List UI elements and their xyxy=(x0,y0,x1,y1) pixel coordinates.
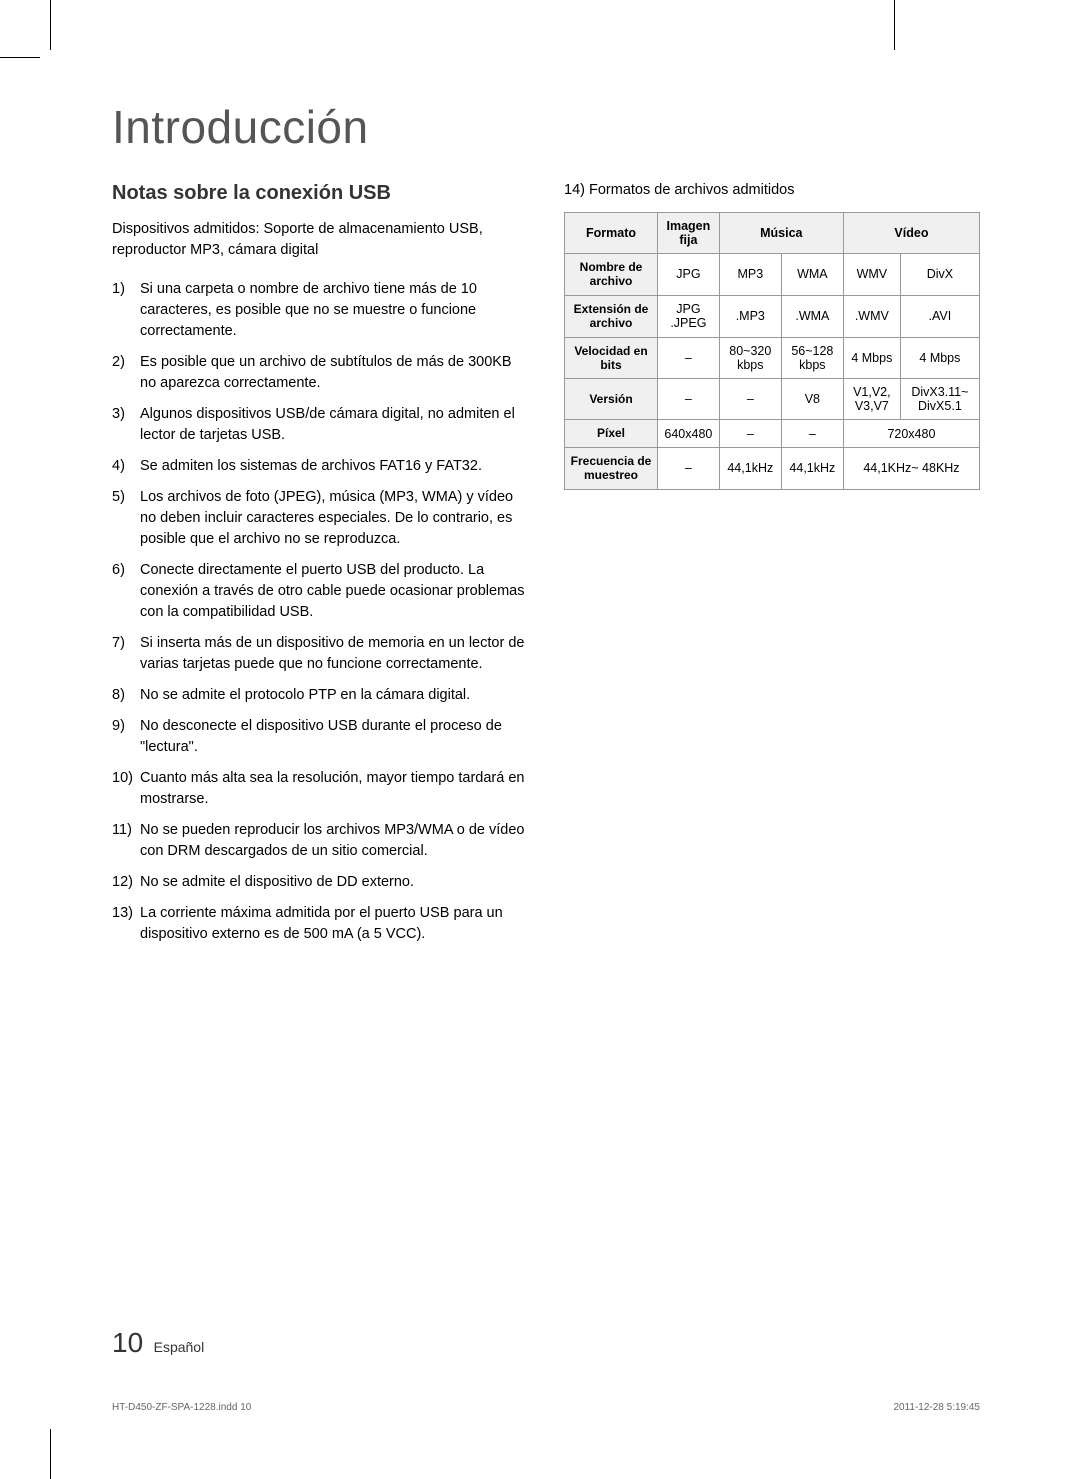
cell: 44,1kHz xyxy=(781,447,843,489)
crop-mark xyxy=(50,0,51,50)
list-item: No se pueden reproducir los archivos MP3… xyxy=(112,820,528,862)
cell: JPG .JPEG xyxy=(658,295,720,337)
cell: WMV xyxy=(843,254,900,296)
cell: .WMA xyxy=(781,295,843,337)
intro-paragraph: Dispositivos admitidos: Soporte de almac… xyxy=(112,219,528,261)
th-video: Vídeo xyxy=(843,213,979,254)
crop-mark xyxy=(50,1429,51,1479)
cell: DivX xyxy=(900,254,979,296)
cell: V8 xyxy=(781,379,843,420)
notes-list: Si una carpeta o nombre de archivo tiene… xyxy=(112,279,528,945)
cell: 640x480 xyxy=(658,420,720,447)
cell: .MP3 xyxy=(719,295,781,337)
list-item: Cuanto más alta sea la resolución, mayor… xyxy=(112,768,528,810)
table-row: Nombre de archivo JPG MP3 WMA WMV DivX xyxy=(565,254,980,296)
cell: 4 Mbps xyxy=(843,337,900,379)
page-footer: 10 Español xyxy=(112,1327,204,1359)
left-column: Notas sobre la conexión USB Dispositivos… xyxy=(112,182,528,955)
cell: – xyxy=(719,420,781,447)
row-label: Píxel xyxy=(565,420,658,447)
list-item: No se admite el protocolo PTP en la cáma… xyxy=(112,685,528,706)
crop-mark xyxy=(894,0,895,50)
print-metadata: HT-D450-ZF-SPA-1228.indd 10 2011-12-28 5… xyxy=(112,1402,980,1413)
cell: JPG xyxy=(658,254,720,296)
table-row: Velocidad en bits – 80~320 kbps 56~128 k… xyxy=(565,337,980,379)
two-column-layout: Notas sobre la conexión USB Dispositivos… xyxy=(112,182,980,955)
table-row: Frecuencia de muestreo – 44,1kHz 44,1kHz… xyxy=(565,447,980,489)
cell: .AVI xyxy=(900,295,979,337)
print-file-info: HT-D450-ZF-SPA-1228.indd 10 xyxy=(112,1402,251,1413)
cell: DivX3.11~ DivX5.1 xyxy=(900,379,979,420)
cell: 56~128 kbps xyxy=(781,337,843,379)
cell: 80~320 kbps xyxy=(719,337,781,379)
th-musica: Música xyxy=(719,213,843,254)
cell: .WMV xyxy=(843,295,900,337)
formats-table: Formato Imagen fija Música Vídeo Nombre … xyxy=(564,212,980,490)
cell: 720x480 xyxy=(843,420,979,447)
row-label: Frecuencia de muestreo xyxy=(565,447,658,489)
list-item: No desconecte el dispositivo USB durante… xyxy=(112,716,528,758)
cell: V1,V2, V3,V7 xyxy=(843,379,900,420)
list-item: Algunos dispositivos USB/de cámara digit… xyxy=(112,404,528,446)
table-row: Extensión de archivo JPG .JPEG .MP3 .WMA… xyxy=(565,295,980,337)
row-label: Versión xyxy=(565,379,658,420)
table-row: Píxel 640x480 – – 720x480 xyxy=(565,420,980,447)
cell: 44,1kHz xyxy=(719,447,781,489)
list-item: Se admiten los sistemas de archivos FAT1… xyxy=(112,456,528,477)
cell: – xyxy=(658,447,720,489)
list-item: Conecte directamente el puerto USB del p… xyxy=(112,560,528,623)
list-item: Es posible que un archivo de subtítulos … xyxy=(112,352,528,394)
cell: MP3 xyxy=(719,254,781,296)
list-item: No se admite el dispositivo de DD extern… xyxy=(112,872,528,893)
row-label: Velocidad en bits xyxy=(565,337,658,379)
item-14-label: 14) Formatos de archivos admitidos xyxy=(564,182,980,198)
th-imagen: Imagen fija xyxy=(658,213,720,254)
page-number: 10 xyxy=(112,1327,143,1358)
row-label: Nombre de archivo xyxy=(565,254,658,296)
list-item: Si una carpeta o nombre de archivo tiene… xyxy=(112,279,528,342)
cell: 44,1KHz~ 48KHz xyxy=(843,447,979,489)
print-timestamp: 2011-12-28 5:19:45 xyxy=(893,1402,980,1413)
page-title: Introducción xyxy=(112,100,980,154)
cell: – xyxy=(719,379,781,420)
right-column: 14) Formatos de archivos admitidos Forma… xyxy=(564,182,980,955)
list-item: Si inserta más de un dispositivo de memo… xyxy=(112,633,528,675)
cell: – xyxy=(658,337,720,379)
row-label: Extensión de archivo xyxy=(565,295,658,337)
cell: WMA xyxy=(781,254,843,296)
cell: – xyxy=(781,420,843,447)
section-title: Notas sobre la conexión USB xyxy=(112,182,528,205)
list-item: La corriente máxima admitida por el puer… xyxy=(112,903,528,945)
page-language: Español xyxy=(154,1339,205,1355)
crop-mark xyxy=(0,57,40,58)
cell: 4 Mbps xyxy=(900,337,979,379)
th-formato: Formato xyxy=(565,213,658,254)
list-item: Los archivos de foto (JPEG), música (MP3… xyxy=(112,487,528,550)
table-row: Versión – – V8 V1,V2, V3,V7 DivX3.11~ Di… xyxy=(565,379,980,420)
table-header-row: Formato Imagen fija Música Vídeo xyxy=(565,213,980,254)
cell: – xyxy=(658,379,720,420)
page-content: Introducción Notas sobre la conexión USB… xyxy=(0,0,1080,1015)
